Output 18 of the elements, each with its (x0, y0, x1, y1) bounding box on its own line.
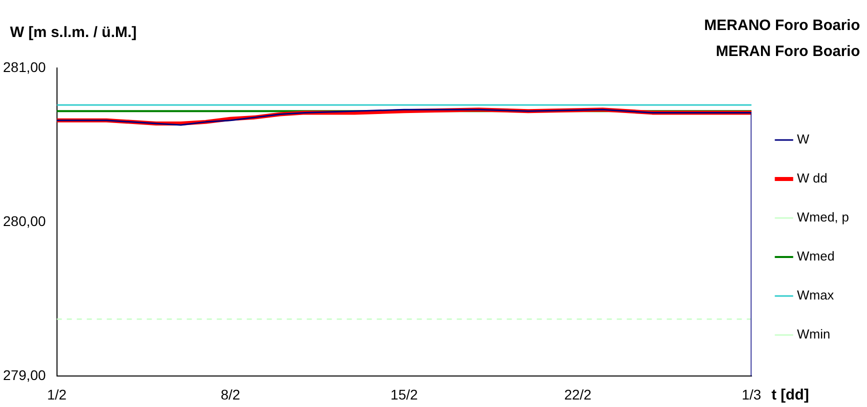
y-tick-label: 279,00 (2, 367, 46, 384)
y-tick-label: 280,00 (2, 212, 46, 229)
legend-label: Wmed, p (796, 210, 850, 225)
x-tick-label: 15/2 (390, 386, 418, 402)
text: MERANO Foro Boario (704, 17, 860, 34)
text: MERAN Foro Boario (716, 43, 860, 60)
x-tick-label: 8/2 (220, 386, 240, 402)
x-axis-title: t [dd] (771, 386, 809, 404)
y-tick-label: 281,00 (2, 58, 46, 75)
x-tick-label: 1/2 (47, 386, 67, 402)
legend-label: W dd (796, 170, 828, 186)
x-tick-label: 1/3 (742, 386, 762, 402)
x-tick-label: 22/2 (564, 386, 592, 402)
legend-label: Wmax (796, 288, 834, 303)
y-axis-title: W [m s.l.m. / ü.M.] (10, 24, 137, 42)
legend-label: Wmin (796, 326, 830, 342)
legend-label: W (796, 132, 810, 147)
legend-label: Wmed (796, 248, 835, 264)
